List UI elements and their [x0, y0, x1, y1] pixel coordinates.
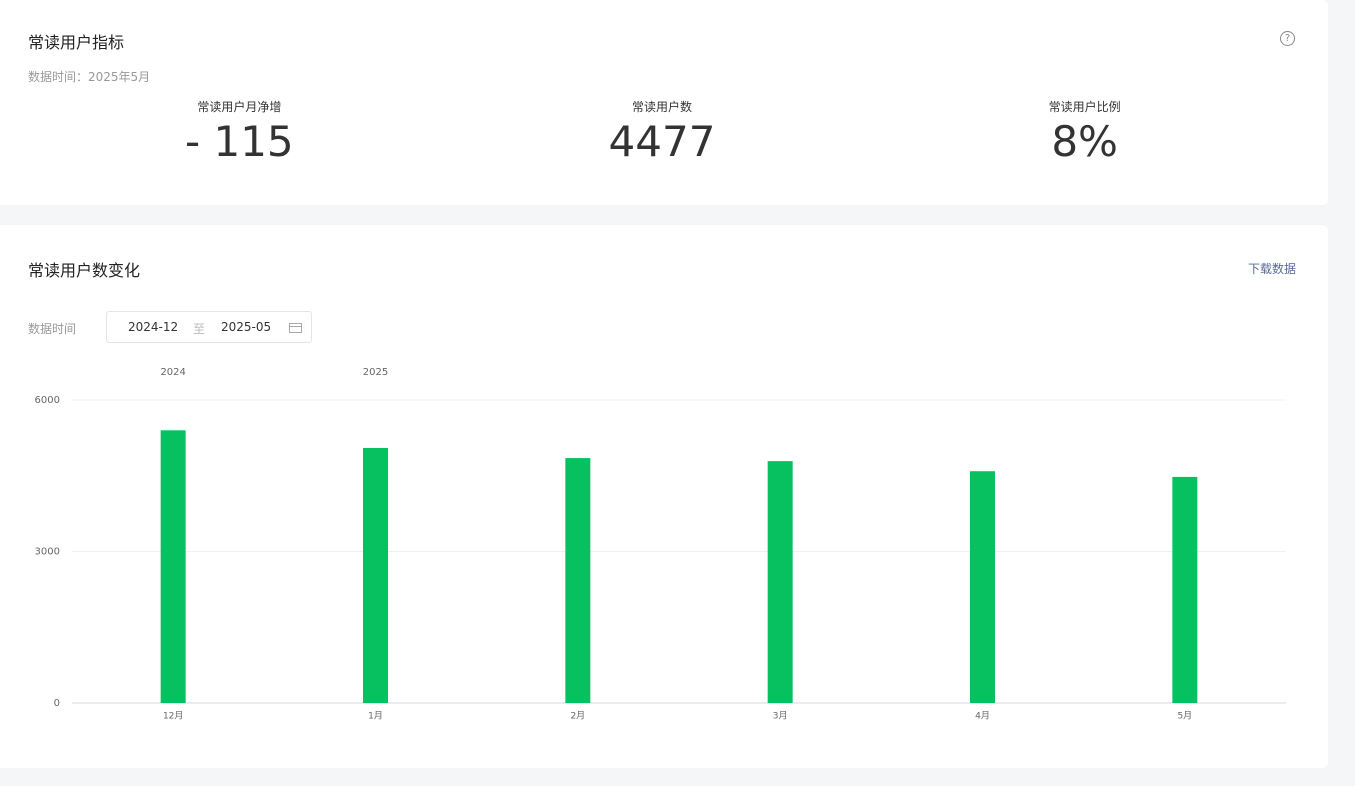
x-tick-label: 1月: [368, 711, 383, 722]
end-date[interactable]: 2025-05: [221, 320, 272, 334]
bar: [970, 471, 995, 703]
metric: 常读用户比例 8%: [873, 98, 1296, 166]
bar: [565, 458, 591, 703]
bar: [1172, 476, 1198, 703]
y-tick-label: 6000: [35, 395, 60, 406]
bar: [160, 430, 186, 703]
x-tick-label: 2月: [570, 711, 585, 722]
start-date[interactable]: 2024-12: [128, 320, 179, 334]
metric-label: 常读用户月净增: [197, 100, 282, 114]
metric-value: 8%: [1051, 117, 1118, 166]
year-label: 2024: [160, 367, 185, 378]
overview-card: 常读用户指标 ? 数据时间：2025年5月 常读用户月净增 - 115 常读用户数…: [0, 0, 1328, 205]
data-time: 数据时间：2025年5月: [28, 70, 151, 84]
help-icon[interactable]: ?: [1280, 31, 1295, 46]
card-title: 常读用户数变化: [28, 261, 141, 280]
bar: [767, 461, 793, 703]
y-tick-label: 3000: [35, 547, 60, 558]
trend-card: 常读用户数变化 下载数据 数据时间 2024-12 至 2025-05 0 300…: [0, 225, 1328, 768]
filter-label: 数据时间: [28, 322, 77, 336]
metric-value: - 115: [184, 117, 294, 166]
metric-label: 常读用户数: [631, 100, 692, 114]
x-tick-label: 5月: [1177, 711, 1192, 722]
x-tick-label: 3月: [773, 711, 788, 722]
metric: 常读用户月净增 - 115: [28, 98, 451, 166]
metrics: 常读用户月净增 - 115 常读用户数 4477 常读用户比例 8%: [28, 98, 1296, 166]
metric-label: 常读用户比例: [1048, 100, 1121, 114]
x-tick-label: 4月: [975, 711, 990, 722]
year-label: 2025: [363, 367, 388, 378]
y-tick-label: 0: [54, 698, 60, 709]
separator: 至: [193, 322, 206, 336]
bar: [363, 447, 388, 703]
metric: 常读用户数 4477: [451, 98, 874, 166]
calendar-icon[interactable]: [289, 322, 302, 333]
x-tick-label: 12月: [163, 711, 183, 722]
date-range[interactable]: 2024-12 至 2025-05: [106, 311, 312, 343]
card-title: 常读用户指标: [28, 33, 125, 52]
metric-value: 4477: [608, 117, 716, 166]
chart: 0 3000 6000 2024 2025 12月 1月 2月 3月 4月 5月: [35, 367, 1286, 722]
download-link[interactable]: 下载数据: [1248, 262, 1297, 276]
